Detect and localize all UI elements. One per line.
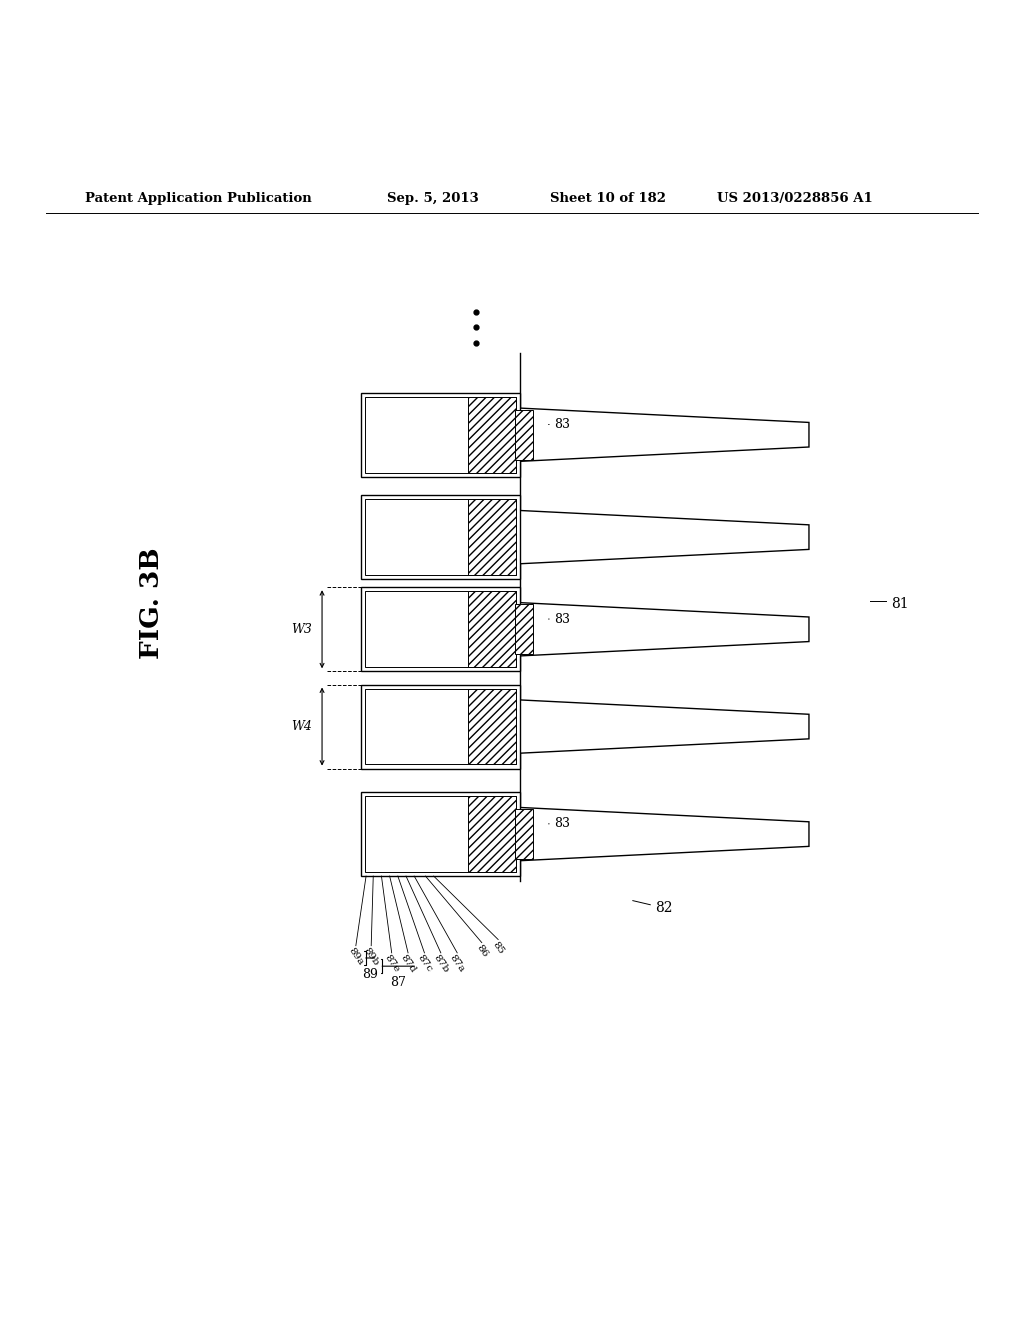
Polygon shape	[520, 700, 809, 754]
Bar	[360, 587, 519, 672]
Text: 85: 85	[490, 940, 506, 956]
Polygon shape	[520, 408, 809, 462]
Bar	[515, 409, 534, 459]
Text: US 2013/0228856 A1: US 2013/0228856 A1	[717, 191, 872, 205]
Bar	[360, 792, 519, 876]
Text: 89a: 89a	[346, 945, 366, 966]
Text: 87c: 87c	[416, 953, 433, 974]
Text: Sheet 10 of 182: Sheet 10 of 182	[550, 191, 666, 205]
Text: 87a: 87a	[447, 953, 467, 974]
Text: FIG. 3B: FIG. 3B	[139, 548, 164, 660]
Text: 89b: 89b	[361, 945, 381, 968]
Bar	[515, 605, 534, 655]
Text: 86: 86	[474, 942, 489, 958]
Bar	[365, 397, 515, 473]
Bar	[360, 685, 519, 768]
Polygon shape	[520, 603, 809, 656]
Bar	[468, 796, 515, 873]
Bar	[365, 499, 515, 576]
Text: Sep. 5, 2013: Sep. 5, 2013	[387, 191, 479, 205]
Bar	[360, 393, 519, 477]
Text: 81: 81	[891, 597, 908, 611]
Bar	[468, 591, 515, 667]
Text: 87d: 87d	[398, 953, 418, 974]
Text: 83: 83	[554, 418, 570, 430]
Bar	[468, 689, 515, 764]
Text: 82: 82	[655, 900, 673, 915]
Bar	[468, 397, 515, 473]
Text: W4: W4	[291, 721, 311, 733]
Text: 87e: 87e	[382, 953, 401, 974]
Bar	[515, 809, 534, 859]
Text: 83: 83	[554, 612, 570, 626]
Text: 87b: 87b	[431, 953, 451, 974]
Polygon shape	[520, 511, 809, 564]
Bar	[365, 796, 515, 873]
Text: W3: W3	[291, 623, 311, 636]
Text: 83: 83	[554, 817, 570, 830]
Text: 87: 87	[390, 977, 406, 990]
Text: Patent Application Publication: Patent Application Publication	[85, 191, 311, 205]
Bar	[360, 495, 519, 579]
Bar	[365, 689, 515, 764]
Text: 89: 89	[362, 969, 378, 981]
Bar	[468, 499, 515, 576]
Polygon shape	[520, 808, 809, 861]
Bar	[365, 591, 515, 667]
